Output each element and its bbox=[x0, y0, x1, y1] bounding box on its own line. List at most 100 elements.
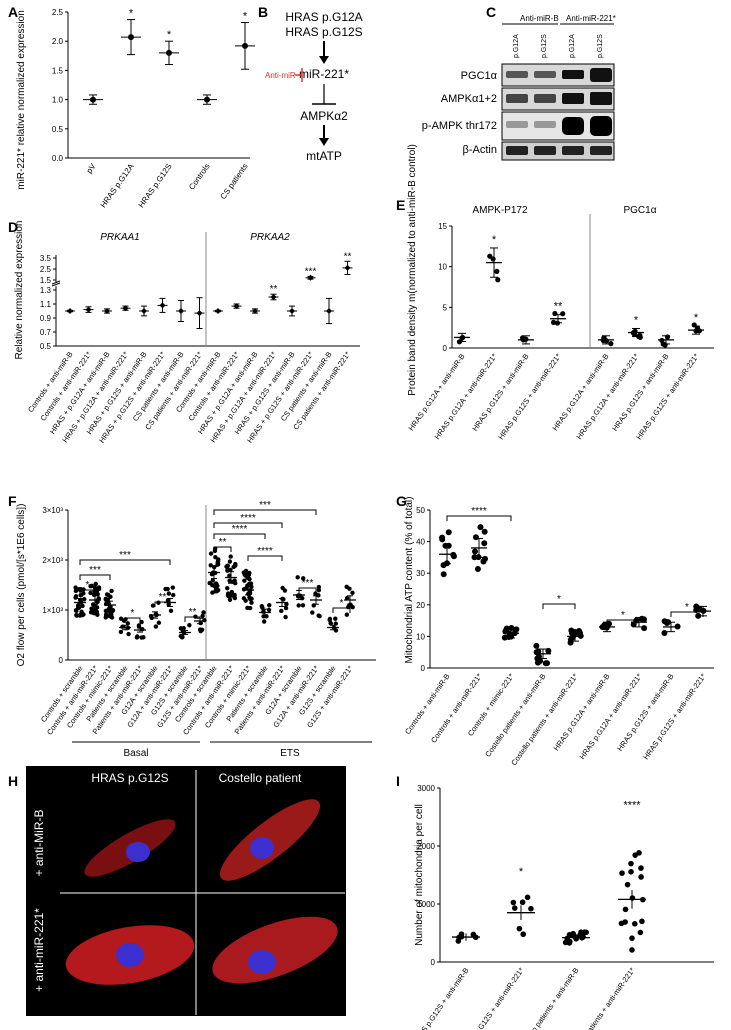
chart-a-xtick-label-3: Controls bbox=[187, 162, 211, 192]
cell-hras-anti-b bbox=[84, 819, 176, 877]
band-pampk-3 bbox=[562, 117, 584, 135]
cell-costello-anti-b bbox=[219, 799, 321, 881]
chart-d-ytick-low-label-2: 0.9 bbox=[40, 314, 52, 323]
chart-e-xtick-label-2: HRAS p.G12S + anti-miR-B bbox=[470, 352, 530, 433]
chart-f-ets-dot-7-1 bbox=[333, 616, 338, 621]
chart-a-point-2 bbox=[166, 49, 172, 56]
chart-i-dot-3-12 bbox=[628, 868, 634, 875]
blot-strip-actin bbox=[501, 141, 615, 161]
chart-f-basal-bracket-2 bbox=[79, 559, 171, 565]
chart-g-ytick-label-4: 40 bbox=[416, 538, 425, 547]
nucleus-1 bbox=[126, 842, 150, 862]
chart-f: O2 flow per cells (pmol/[s*1E6 cells]) 0… bbox=[16, 500, 376, 759]
chart-f-ets-sig-0: *** bbox=[259, 500, 271, 511]
chart-d-gene2: PRKAA2 bbox=[250, 232, 290, 243]
chart-f-basal-bracket-3 bbox=[124, 617, 141, 623]
chart-f-ets-dot-2-9 bbox=[243, 568, 249, 574]
chart-f-ets-dot-2-10 bbox=[242, 578, 247, 583]
diagram-ampk: AMPKα2 bbox=[300, 109, 348, 123]
chart-f-basal-dot-1-22 bbox=[93, 581, 98, 587]
chart-i-dot-1-6 bbox=[519, 899, 526, 906]
chart-a-xtick-label-1: HRAS p.G12A bbox=[99, 161, 136, 209]
chart-g-xtick-label-4: Costello patients + anti-miR-221* bbox=[509, 672, 579, 767]
chart-d-ylabel: Relative normalized expression bbox=[14, 221, 25, 360]
chart-f-ets-dot-3-6 bbox=[267, 602, 272, 608]
chart-a-ytick-label-4: 2.0 bbox=[52, 37, 64, 46]
chart-g-ytick-label-2: 20 bbox=[416, 601, 425, 610]
chart-f-ytick-label-1: 1×10³ bbox=[42, 606, 63, 615]
chart-i-dot-1-2 bbox=[516, 925, 523, 932]
chart-f-basal-dot-0-23 bbox=[78, 587, 84, 592]
chart-g-dot-1-4 bbox=[474, 565, 481, 572]
chart-f-ets-dot-0-24 bbox=[210, 578, 215, 583]
chart-f-basal-dot-2-26 bbox=[103, 597, 109, 602]
chart-g-dot-0-9 bbox=[445, 529, 452, 536]
chart-e-xtick-label-1: HRAS p.G12A + anti-miR-221* bbox=[433, 352, 499, 441]
chart-d-p2-point-7 bbox=[344, 264, 351, 271]
chart-f-ets-dot-1-13 bbox=[225, 585, 230, 591]
chart-i-dot-1-1 bbox=[510, 899, 517, 906]
chart-g-sig-0: **** bbox=[471, 506, 487, 517]
chart-f-basal-dot-1-27 bbox=[96, 586, 102, 592]
chart-f-basal-dot-6-7 bbox=[165, 586, 170, 592]
chart-e: Protein band density m(normalized to ant… bbox=[407, 144, 714, 441]
chart-a-sig-4: * bbox=[243, 11, 248, 23]
chart-g-dot-8-0 bbox=[695, 612, 702, 619]
chart-f-basal-dot-7-7 bbox=[178, 633, 184, 639]
chart-i-dot-3-17 bbox=[632, 852, 638, 858]
chart-d-sig-5: *** bbox=[305, 266, 317, 277]
chart-f-ets-dot-8-4 bbox=[350, 590, 355, 596]
chart-e-group2: PGC1α bbox=[623, 205, 656, 216]
panel-label-e: E bbox=[396, 197, 405, 213]
diagram-mtatp: mtATP bbox=[306, 149, 342, 163]
chart-f-basal-dot-0-21 bbox=[73, 588, 79, 594]
band-ampk-3 bbox=[562, 93, 584, 104]
chart-i-sig-1: * bbox=[519, 866, 524, 878]
chart-f-basal-dot-1-0 bbox=[89, 606, 94, 611]
chart-i-dot-3-5 bbox=[622, 906, 629, 913]
chart-f-ets-sig-3: ** bbox=[219, 537, 227, 548]
chart-e-ytick-label-3: 15 bbox=[438, 222, 447, 231]
chart-d-p1-point-0 bbox=[67, 308, 73, 314]
chart-g: Mitochondrial ATP content (% of total) 0… bbox=[403, 497, 714, 767]
chart-g-ylabel: Mitochondrial ATP content (% of total) bbox=[404, 497, 415, 664]
chart-g-dot-1-5 bbox=[482, 555, 489, 562]
chart-f-ylabel: O2 flow per cells (pmol/[s*1E6 cells]) bbox=[16, 504, 27, 667]
blot-row-ampk: AMPKα1+2 bbox=[441, 93, 497, 105]
chart-f-ets-bracket-1 bbox=[213, 522, 283, 528]
chart-g-dot-4-2 bbox=[569, 634, 576, 641]
chart-f-basal-dot-0-9 bbox=[82, 596, 87, 602]
chart-f-basal-dot-6-0 bbox=[171, 592, 176, 598]
panel-label-i: I bbox=[396, 773, 400, 789]
chart-f-ets-dot-5-3 bbox=[295, 575, 300, 580]
chart-f-basal-dot-5-6 bbox=[153, 624, 159, 629]
diagram-anti-mir: Anti-miR bbox=[265, 71, 296, 80]
chart-e-ytick-label-1: 5 bbox=[443, 303, 448, 312]
chart-g-bracket-3 bbox=[670, 611, 704, 617]
chart-f-basal-bracket-1 bbox=[79, 574, 111, 580]
panel-label-b: B bbox=[258, 4, 268, 20]
cell-hras-anti-221 bbox=[65, 925, 195, 985]
chart-g-bracket-2 bbox=[606, 619, 640, 625]
chart-a-point-1 bbox=[128, 34, 134, 41]
chart-f-ets-dot-2-12 bbox=[249, 600, 254, 605]
blot-group-2: Anti-miR-221* bbox=[566, 14, 616, 23]
chart-d-ytick-low-label-4: 1.3 bbox=[40, 286, 52, 295]
chart-g-ytick-label-1: 10 bbox=[416, 632, 425, 641]
chart-d-gene1: PRKAA1 bbox=[100, 232, 139, 243]
chart-g-xtick-label-5: HRAS p.G12A + anti-miR-B bbox=[552, 672, 612, 752]
chart-a-ytick-label-3: 1.5 bbox=[52, 66, 64, 75]
chart-f-ytick-label-3: 3×10³ bbox=[42, 506, 63, 515]
chart-e-dot-4-2 bbox=[608, 341, 614, 347]
chart-g-dot-8-4 bbox=[693, 603, 700, 610]
chart-i-dot-3-2 bbox=[619, 870, 625, 876]
chart-g-dot-3-9 bbox=[543, 660, 550, 667]
chart-f-ets-dot-8-2 bbox=[344, 595, 350, 601]
panel-label-f: F bbox=[8, 493, 17, 509]
chart-i-sig-3: **** bbox=[623, 799, 641, 811]
chart-f-ets-dot-1-9 bbox=[227, 573, 232, 578]
chart-f-basal-bracket-0 bbox=[79, 589, 96, 595]
chart-d-p2-point-4 bbox=[289, 308, 295, 314]
chart-f-basal-dot-6-5 bbox=[165, 598, 171, 603]
chart-i-ytick-label-3: 3000 bbox=[417, 784, 435, 793]
